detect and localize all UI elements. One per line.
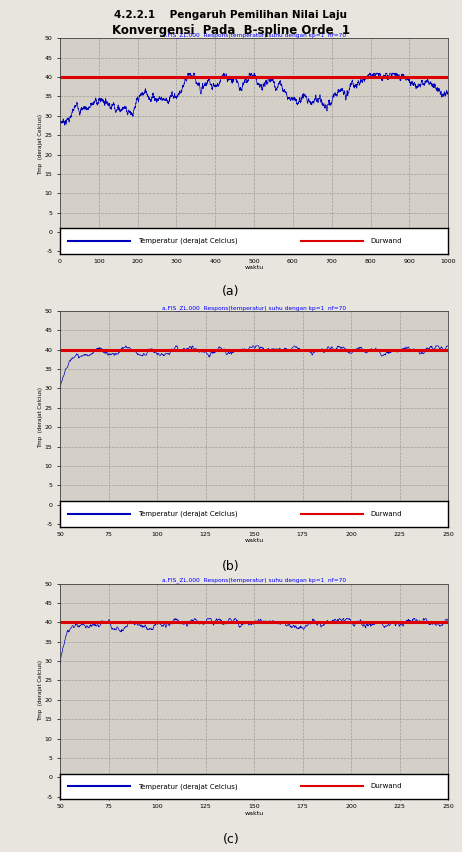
Y-axis label: Tmp  (derajat Celcius): Tmp (derajat Celcius) [38,659,43,721]
Text: Konvergensi  Pada  B-spline Orde  1: Konvergensi Pada B-spline Orde 1 [112,24,350,37]
Text: Temperatur (derajat Celcius): Temperatur (derajat Celcius) [138,510,237,517]
Y-axis label: Tmp  (derajat Celcius): Tmp (derajat Celcius) [38,114,43,176]
Text: Durwand: Durwand [371,510,402,517]
Text: 4.2.2.1    Pengaruh Pemilihan Nilai Laju: 4.2.2.1 Pengaruh Pemilihan Nilai Laju [115,10,347,20]
X-axis label: waktu: waktu [244,265,264,270]
Title: a.FIS_ZL.000  Respons(temperatur) suhu dengan kp=1  nf=70: a.FIS_ZL.000 Respons(temperatur) suhu de… [162,578,346,584]
Text: (b): (b) [222,561,240,573]
Text: Durwand: Durwand [371,783,402,790]
Text: Temperatur (derajat Celcius): Temperatur (derajat Celcius) [138,238,237,245]
Title: a.FIS_ZL.000  Respons(temperatur) suhu dengan kp=1  nf=70: a.FIS_ZL.000 Respons(temperatur) suhu de… [162,32,346,38]
Text: Temperatur (derajat Celcius): Temperatur (derajat Celcius) [138,783,237,790]
Text: (c): (c) [223,833,239,846]
X-axis label: waktu: waktu [244,538,264,543]
Y-axis label: Tmp  (derajat Celcius): Tmp (derajat Celcius) [38,387,43,448]
Text: (a): (a) [222,285,240,298]
Text: Durwand: Durwand [371,238,402,245]
X-axis label: waktu: waktu [244,810,264,815]
Title: a.FIS_ZL.000  Respons(temperatur) suhu dengan kp=1  nf=70: a.FIS_ZL.000 Respons(temperatur) suhu de… [162,305,346,311]
